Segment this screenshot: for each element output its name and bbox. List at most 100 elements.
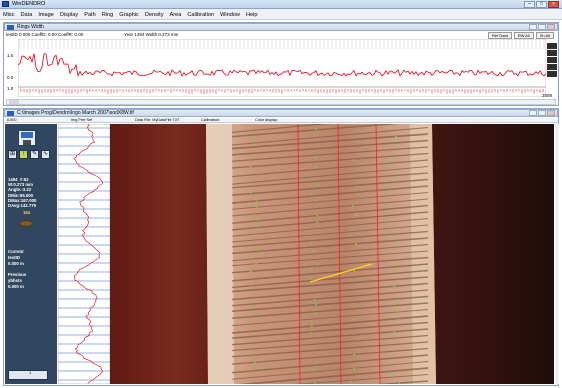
sh-all-button[interactable]: Sh All bbox=[535, 32, 554, 39]
growth-ring bbox=[231, 124, 330, 133]
ring-marker bbox=[252, 156, 255, 159]
footer-value: 1 bbox=[29, 370, 32, 375]
menu-help[interactable]: Help bbox=[245, 12, 258, 18]
pencil-tool-icon[interactable]: ✎ bbox=[30, 150, 39, 159]
ring-marker bbox=[355, 214, 358, 217]
minimize-button[interactable]: – bbox=[524, 1, 535, 8]
ring-scrollbar[interactable] bbox=[6, 99, 556, 105]
ring-marker bbox=[315, 128, 317, 131]
menu-path[interactable]: Path bbox=[84, 12, 96, 18]
pointer-tool-icon[interactable]: ↑ bbox=[19, 150, 28, 159]
ring-marker bbox=[351, 205, 354, 207]
ring-marker bbox=[310, 193, 312, 196]
ring-marker bbox=[309, 276, 311, 279]
ring-marker bbox=[250, 191, 253, 194]
ring-marker bbox=[314, 156, 317, 159]
wood-core-image[interactable] bbox=[110, 124, 554, 384]
image-vscroll[interactable] bbox=[555, 124, 559, 384]
ring-marker bbox=[254, 310, 256, 313]
ring-marker bbox=[352, 159, 355, 161]
path-line-right bbox=[375, 124, 381, 384]
rw-all-button[interactable]: RW All bbox=[513, 32, 534, 39]
density-profile[interactable] bbox=[58, 124, 110, 384]
menu-graphic[interactable]: Graphic bbox=[119, 12, 139, 18]
growth-ring bbox=[231, 328, 429, 346]
measure-tool-icon[interactable]: ∿ bbox=[41, 150, 50, 159]
ring-marker bbox=[316, 221, 319, 223]
side-button-1[interactable] bbox=[547, 43, 557, 49]
ring-marker bbox=[255, 228, 258, 230]
save-icon[interactable] bbox=[18, 130, 36, 146]
menu-calibration[interactable]: Calibration bbox=[187, 12, 215, 18]
growth-ring bbox=[231, 354, 429, 374]
ref-data-button[interactable]: Ref Data bbox=[488, 32, 512, 39]
plot-frame bbox=[18, 39, 546, 97]
ring-marker bbox=[393, 143, 395, 146]
growth-ring bbox=[231, 217, 429, 237]
ring-marker bbox=[249, 165, 252, 168]
menu-density[interactable]: Density bbox=[144, 12, 164, 18]
grid-tool-icon[interactable]: ⊞ bbox=[8, 150, 17, 159]
measurement-info: 1494 #:52 W:0.273 mm Angle:-3.22 DMin:95… bbox=[8, 177, 37, 209]
ring-width-plot[interactable] bbox=[18, 39, 546, 97]
ring-marker bbox=[393, 284, 395, 287]
menu-image[interactable]: Image bbox=[38, 12, 54, 18]
minimize-button[interactable] bbox=[529, 110, 537, 116]
ring-marker bbox=[353, 269, 356, 272]
core-edge-right bbox=[410, 124, 436, 384]
ring-marker bbox=[252, 214, 255, 217]
menu-window[interactable]: Window bbox=[220, 12, 240, 18]
ring-marker bbox=[253, 361, 256, 364]
color-display-label: Color display: bbox=[255, 118, 279, 122]
ring-marker bbox=[253, 136, 256, 139]
growth-ring bbox=[237, 367, 429, 384]
ring-marker bbox=[249, 270, 252, 273]
menu-misc[interactable]: Misc bbox=[3, 12, 15, 18]
ring-marker bbox=[316, 184, 319, 187]
previous-label: Previous bbox=[8, 272, 27, 277]
y-label-top: 1.0 bbox=[7, 53, 14, 58]
side-button-5[interactable] bbox=[547, 71, 557, 77]
app-icon bbox=[2, 1, 9, 7]
close-button[interactable] bbox=[547, 24, 555, 30]
growth-ring bbox=[231, 315, 429, 334]
child-window-controls bbox=[529, 24, 555, 30]
ring-marker bbox=[250, 283, 253, 286]
menu-data[interactable]: Data bbox=[20, 12, 33, 18]
ring-scroll-thumb[interactable] bbox=[9, 100, 19, 104]
ring-marker bbox=[251, 256, 253, 259]
ring-marker bbox=[349, 234, 351, 236]
current-label: Current bbox=[8, 249, 24, 254]
floppy-label-area bbox=[21, 132, 33, 138]
menu-display[interactable]: Display bbox=[59, 12, 79, 18]
side-button-4[interactable] bbox=[547, 64, 557, 70]
image-pref-set[interactable]: Img Pref Set bbox=[71, 118, 93, 122]
ring-marker bbox=[315, 199, 318, 202]
growth-ring bbox=[231, 192, 429, 210]
close-button[interactable]: × bbox=[548, 1, 559, 8]
growth-ring bbox=[231, 172, 429, 189]
ring-status-year: Year 1494 Width 0.273 mm bbox=[124, 32, 179, 37]
side-button-3[interactable] bbox=[547, 57, 557, 63]
growth-rings bbox=[231, 124, 429, 384]
menu-area[interactable]: Area bbox=[169, 12, 182, 18]
ring-marker bbox=[313, 249, 316, 252]
menu-ring[interactable]: Ring bbox=[101, 12, 114, 18]
growth-ring bbox=[231, 159, 429, 178]
density-curve bbox=[73, 124, 104, 384]
maximize-button[interactable]: □ bbox=[536, 1, 547, 8]
growth-ring bbox=[231, 276, 429, 293]
footer-field[interactable]: 1 bbox=[8, 370, 48, 380]
ring-marker bbox=[249, 305, 252, 308]
ring-marker bbox=[256, 200, 258, 203]
ring-marker bbox=[393, 331, 396, 333]
zoom-value[interactable]: 6.600 bbox=[7, 118, 17, 122]
ring-marker bbox=[392, 163, 395, 166]
maximize-button[interactable] bbox=[538, 110, 546, 116]
minimize-button[interactable] bbox=[529, 24, 537, 30]
maximize-button[interactable] bbox=[538, 24, 546, 30]
ring-marker bbox=[315, 303, 317, 306]
window-icon bbox=[7, 111, 14, 116]
side-button-2[interactable] bbox=[547, 50, 557, 56]
close-button[interactable] bbox=[547, 110, 555, 116]
